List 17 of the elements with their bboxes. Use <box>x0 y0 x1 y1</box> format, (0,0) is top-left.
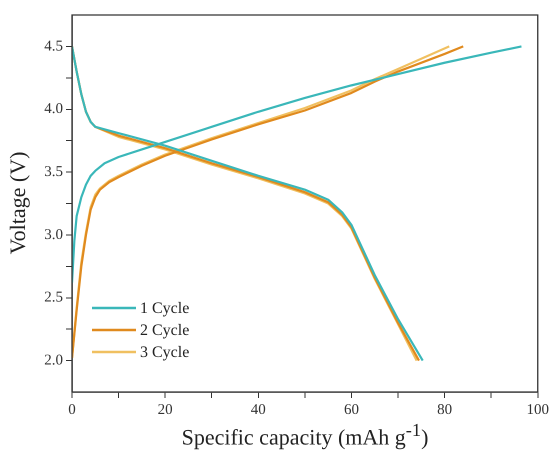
x-tick-label: 0 <box>68 402 76 418</box>
x-tick-label: 20 <box>158 402 173 418</box>
x-tick-label: 80 <box>437 402 452 418</box>
x-axis-title: Specific capacity (mAh g$^{-1}$) <box>180 420 430 450</box>
y-axis-title: Voltage (V) <box>5 152 31 254</box>
legend-label: 1 Cycle <box>140 300 190 318</box>
legend-label: 2 Cycle <box>140 322 190 340</box>
x-tick-label: 40 <box>250 402 266 418</box>
y-tick-label: 2.5 <box>44 290 63 306</box>
y-tick-label: 3.0 <box>44 226 63 243</box>
x-tick-label: 60 <box>344 402 359 418</box>
x-tick-label: 100 <box>526 402 549 418</box>
legend-label: 3 Cycle <box>140 344 190 362</box>
y-tick-label: 4.0 <box>44 101 63 118</box>
y-tick-label: 3.5 <box>44 164 63 180</box>
y-tick-label: 4.5 <box>44 38 63 54</box>
y-tick-label: 2.0 <box>44 352 63 369</box>
